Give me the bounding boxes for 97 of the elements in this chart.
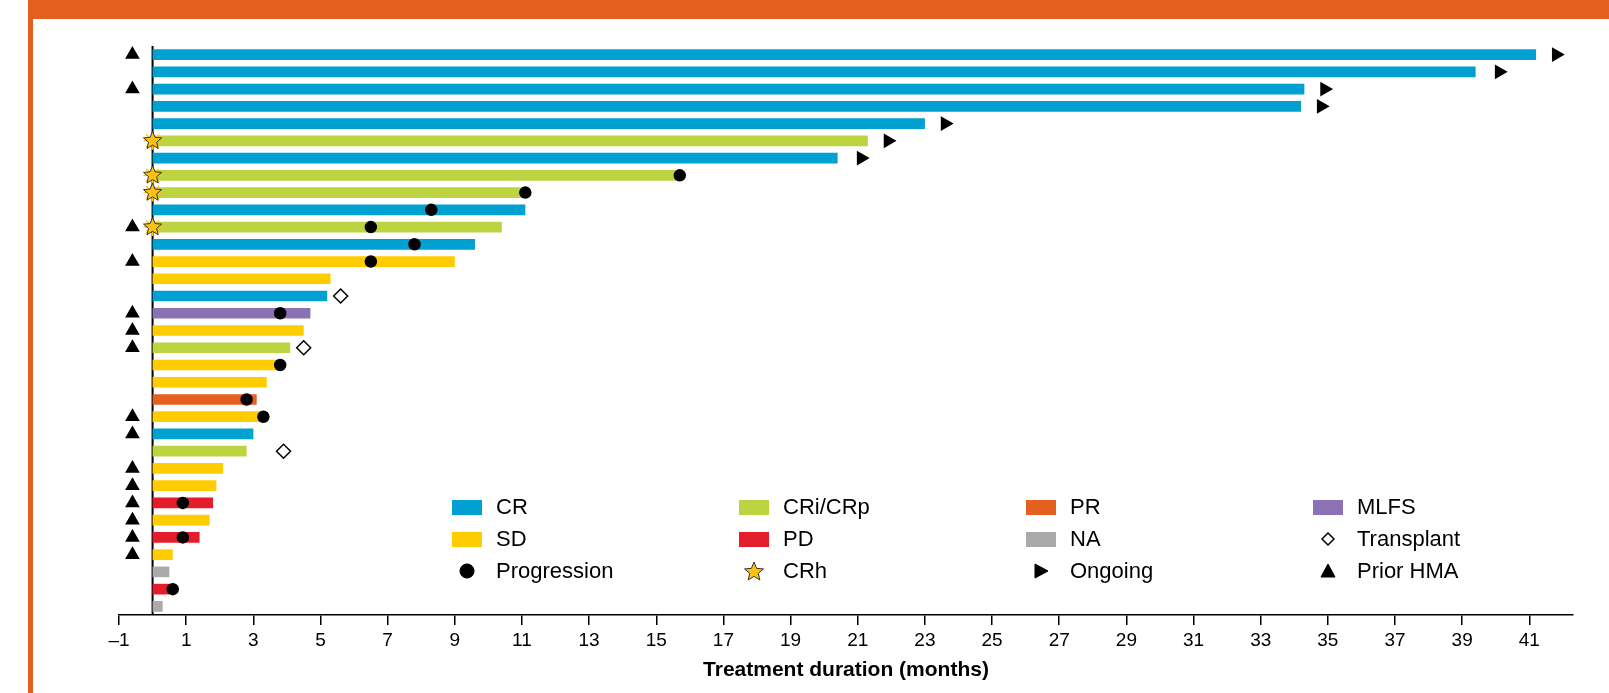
x-tick-label: 33	[1250, 628, 1272, 650]
legend-label: CRh	[783, 558, 828, 584]
point	[673, 169, 687, 182]
bar	[152, 514, 210, 526]
legend-label: MLFS	[1357, 494, 1416, 520]
x-tick-label: 1	[180, 628, 192, 650]
x-tick-label: 29	[1115, 628, 1137, 650]
point	[125, 81, 140, 94]
bar	[152, 152, 838, 164]
bar	[152, 394, 257, 405]
x-tick-label: 5	[315, 628, 326, 650]
point	[295, 339, 312, 356]
bar	[152, 601, 163, 612]
x-tick-label: 41	[1518, 628, 1540, 650]
point	[125, 408, 140, 421]
x-tick-label: 35	[1317, 628, 1339, 650]
point	[176, 531, 190, 544]
x-tick-label: 13	[578, 628, 600, 650]
bar	[152, 411, 261, 423]
point	[1494, 65, 1507, 79]
bar	[152, 445, 247, 457]
point	[883, 134, 896, 148]
x-tick-label: 23	[914, 628, 936, 650]
x-tick-label: 37	[1384, 628, 1406, 650]
legend-label: SD	[496, 526, 527, 552]
point	[1551, 47, 1564, 62]
point	[332, 288, 349, 304]
x-tick-label: 11	[512, 628, 532, 650]
bar	[152, 256, 455, 267]
x-tick-label: 21	[847, 628, 869, 650]
point	[176, 496, 190, 510]
point	[125, 495, 140, 508]
x-tick-label: 27	[1048, 628, 1070, 650]
point	[275, 443, 292, 459]
bar	[152, 204, 526, 216]
bar	[152, 49, 1537, 60]
point	[273, 358, 287, 372]
point	[940, 116, 953, 131]
legend-label: Progression	[496, 558, 614, 584]
x-tick-label: 9	[449, 628, 461, 650]
bar	[152, 135, 868, 147]
bar	[152, 480, 217, 492]
x-tick-label: 17	[712, 628, 734, 650]
point	[125, 253, 140, 266]
point	[125, 477, 140, 490]
point	[166, 582, 179, 596]
bar	[152, 290, 328, 302]
point	[125, 546, 140, 559]
bar	[152, 325, 304, 336]
point	[273, 307, 287, 320]
x-tick-label: 15	[645, 628, 667, 650]
x-tick-label: 39	[1451, 628, 1473, 650]
bar	[152, 238, 475, 250]
x-tick-label: 25	[981, 628, 1003, 650]
bar	[152, 83, 1305, 95]
bar	[152, 273, 331, 285]
point	[257, 410, 270, 423]
point	[1316, 99, 1329, 114]
point	[125, 219, 140, 232]
x-axis-title: Treatment duration (months)	[703, 657, 989, 681]
bar	[152, 428, 254, 440]
point	[125, 426, 140, 439]
x-tick-label: 3	[248, 628, 259, 650]
legend-label: CR	[496, 494, 528, 520]
point	[125, 529, 140, 542]
bar	[152, 101, 1302, 112]
x-tick-label: –1	[108, 628, 130, 650]
point	[364, 220, 378, 234]
point	[856, 151, 869, 165]
point	[408, 238, 421, 251]
legend-label: Prior HMA	[1357, 558, 1459, 584]
point	[364, 255, 378, 268]
bar	[152, 307, 311, 319]
point	[125, 512, 140, 525]
bar	[152, 342, 291, 354]
point	[125, 305, 140, 318]
point	[519, 186, 532, 199]
bar	[152, 376, 267, 388]
point	[125, 460, 140, 473]
point	[125, 339, 140, 352]
bar	[152, 118, 925, 129]
point	[425, 203, 438, 217]
x-tick-label: 7	[382, 628, 393, 650]
x-tick-label: 19	[780, 628, 802, 650]
legend-label: Transplant	[1357, 526, 1461, 552]
legend-label: PR	[1070, 494, 1101, 520]
x-tick-label: 31	[1182, 628, 1205, 650]
bar	[152, 549, 173, 560]
bar	[152, 463, 224, 474]
point	[240, 393, 253, 406]
legend-label: CRi/CRp	[783, 494, 870, 520]
legend-label: NA	[1070, 526, 1101, 552]
point	[1320, 82, 1333, 96]
bar	[152, 66, 1476, 78]
legend-label: PD	[783, 526, 814, 552]
legend-label: Ongoing	[1070, 558, 1154, 584]
point	[125, 322, 140, 335]
